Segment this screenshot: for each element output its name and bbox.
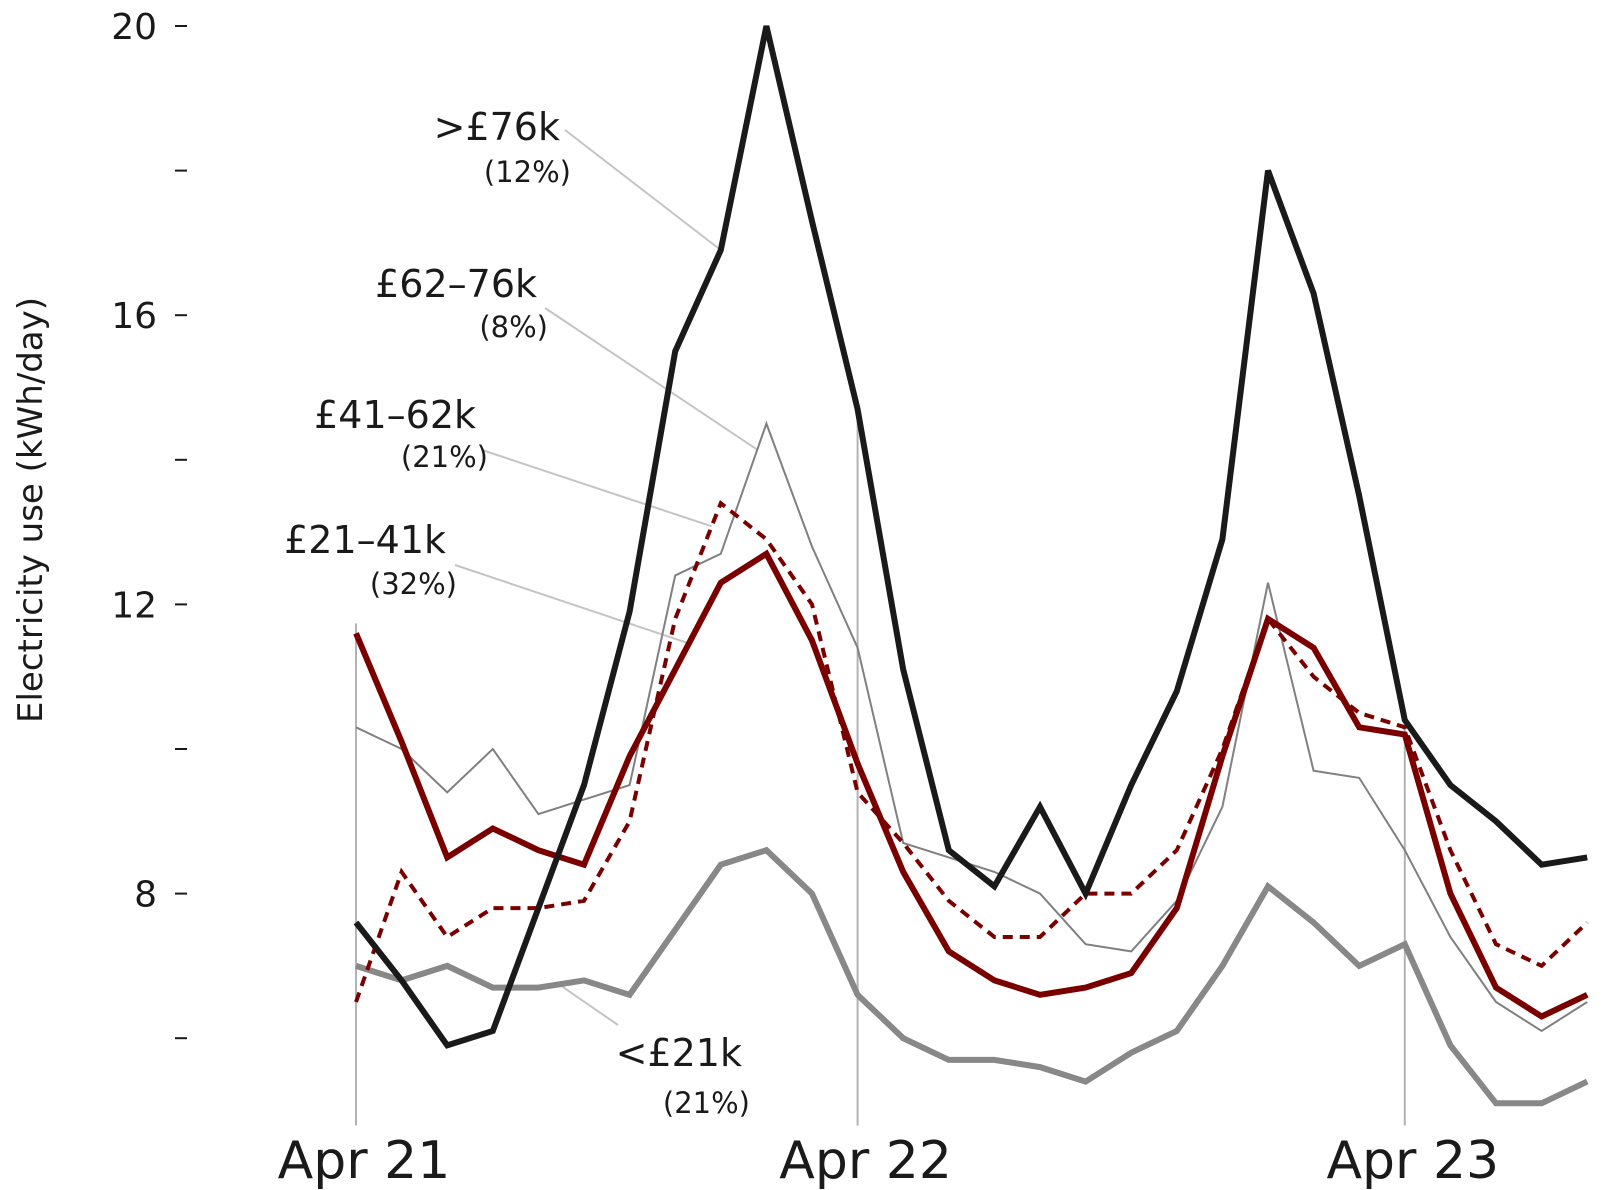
series-line [354,499,1589,1003]
y-tick-label: 16 [111,296,157,337]
series-share-label: (21%) [663,1086,750,1120]
annotation-leader [544,307,758,451]
series-line [353,25,1588,1049]
y-axis-title: Electricity use (kWh/day) [11,297,51,723]
series-name-label: £41–62k [314,393,476,437]
y-axis: 8 12 16 20 [111,7,187,1040]
series-share-label: (21%) [401,440,488,474]
y-tick-label: 8 [134,875,157,916]
series-annotations: >£76k(12%)£62–76k(8%)£41–62k(21%)£21–41k… [284,105,750,1120]
annotation-leader [454,564,690,645]
annotation-leader [558,983,619,1026]
annotation-leader [564,129,722,251]
annotation-leader [481,449,712,528]
x-axis: Apr 21 Apr 22 Apr 23 [278,1131,1499,1190]
series-share-label: (12%) [484,155,571,189]
series-lines [353,25,1589,1107]
series-line [353,549,1589,1020]
series-share-label: (32%) [370,567,457,601]
series-name-label: £21–41k [284,518,446,562]
series-name-label: >£76k [434,105,560,149]
x-tick-label: Apr 21 [278,1131,451,1190]
annotation-leaders [454,129,758,1026]
y-tick-label: 20 [111,7,157,48]
y-tick-label: 12 [111,585,157,626]
series-name-label: <£21k [616,1031,742,1075]
x-tick-label: Apr 23 [1326,1131,1499,1190]
series-share-label: (8%) [479,310,548,344]
series-name-label: £62–76k [375,262,537,306]
series-line [355,846,1589,1107]
x-tick-label: Apr 22 [779,1131,952,1190]
